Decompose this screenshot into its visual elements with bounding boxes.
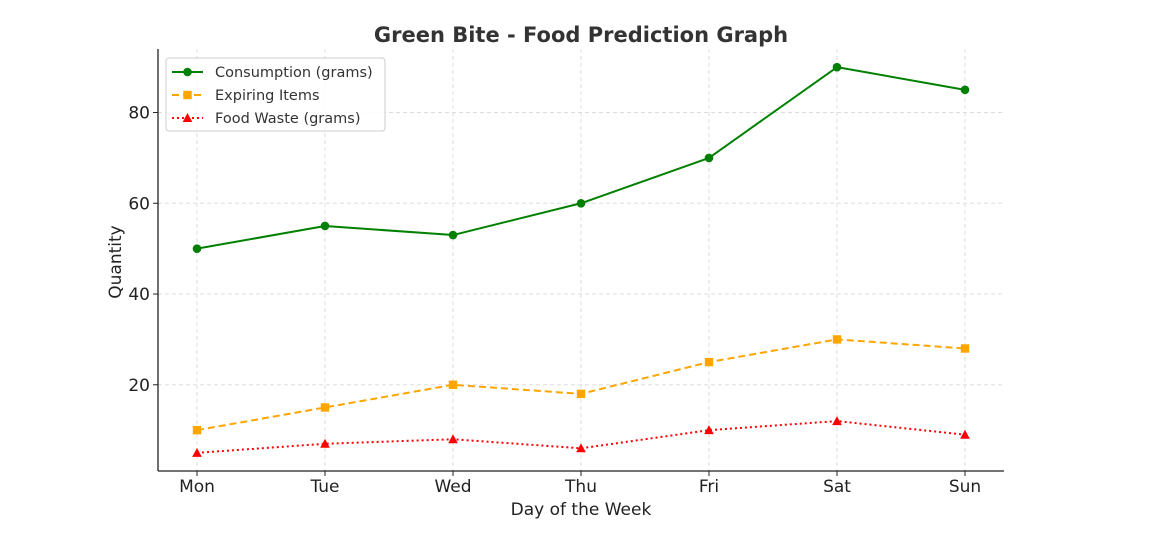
data-point: [576, 443, 586, 453]
data-point: [448, 230, 458, 240]
x-tick-label: Sat: [823, 477, 851, 497]
x-tick-label: Thu: [564, 477, 597, 497]
legend-label: Food Waste (grams): [215, 111, 361, 127]
data-point: [832, 416, 842, 426]
data-point: [192, 447, 202, 457]
x-tick-label: Sun: [949, 477, 981, 497]
data-point: [960, 344, 970, 353]
data-point: [448, 434, 458, 444]
legend-label: Expiring Items: [215, 88, 320, 104]
series-layer: [192, 62, 970, 457]
y-axis-label: Quantity: [106, 225, 126, 298]
legend-label: Consumption (grams): [215, 65, 373, 81]
legend-marker: [183, 67, 192, 77]
y-tick-label: 80: [128, 104, 150, 124]
y-tick-label: 40: [128, 285, 150, 305]
x-tick-label: Mon: [179, 477, 215, 497]
data-point: [704, 153, 714, 163]
x-axis-label: Day of the Week: [511, 500, 652, 520]
data-point: [320, 403, 330, 412]
tick-labels: Mon Tue Wed Thu Fri Sat Sun 20 40 60 80: [128, 104, 981, 497]
legend-box: [165, 57, 386, 132]
x-tick-label: Tue: [309, 477, 339, 497]
series-2: [192, 335, 970, 435]
series-1: [192, 62, 970, 253]
chart-title: Green Bite - Food Prediction Graph: [374, 23, 788, 47]
data-point: [192, 244, 202, 253]
series-3: [192, 416, 970, 457]
data-point: [832, 335, 842, 344]
data-point: [320, 438, 330, 448]
data-point: [704, 425, 714, 435]
legend: Consumption (grams) Expiring Items Food Wa…: [165, 57, 386, 132]
legend-marker: [183, 90, 192, 100]
y-tick-label: 20: [128, 376, 150, 396]
legend-marker: [182, 113, 193, 122]
data-point: [448, 380, 458, 389]
x-tick-label: Fri: [699, 477, 719, 497]
data-point: [960, 85, 970, 95]
data-point: [192, 425, 202, 435]
x-tick-label: Wed: [434, 477, 471, 497]
data-point: [576, 389, 586, 399]
data-point: [960, 429, 970, 439]
data-point: [320, 221, 330, 231]
data-point: [704, 357, 714, 367]
data-point: [832, 62, 842, 72]
y-tick-label: 60: [128, 194, 150, 214]
data-point: [576, 198, 586, 208]
